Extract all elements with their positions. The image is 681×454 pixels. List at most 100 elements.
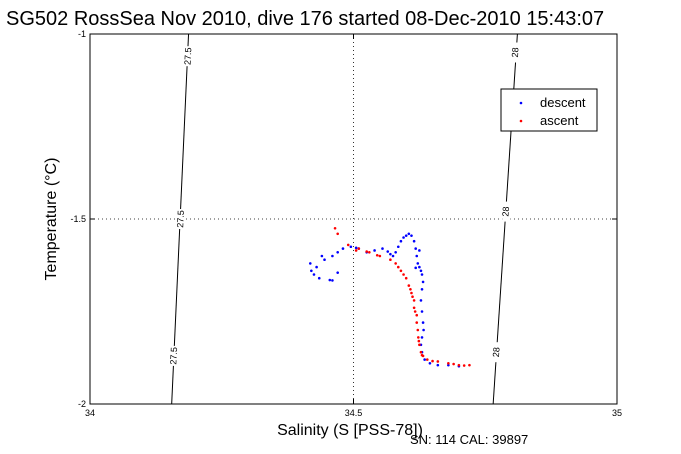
ascent-point-25 xyxy=(468,363,471,367)
contour-label-gap-0-2 xyxy=(170,345,179,366)
y-tick-label-neg2: -2 xyxy=(78,399,86,409)
contour-label-0-0: 27.5 xyxy=(183,47,194,65)
descent-point-10 xyxy=(381,247,384,250)
ascent-point-10 xyxy=(407,284,411,287)
y-tick-label-neg1-5: -1.5 xyxy=(70,214,86,224)
descent-point-46 xyxy=(308,262,312,265)
descent-point-15 xyxy=(399,239,403,243)
ascent-point-23 xyxy=(447,362,450,365)
descent-point-9 xyxy=(373,249,376,252)
descent-point-14 xyxy=(396,245,400,249)
descent-point-2 xyxy=(323,258,326,262)
ascent-point-6 xyxy=(389,258,392,262)
descent-point-47 xyxy=(320,254,324,258)
density-contours: 27.5 27.5 27.5 28 28 28 xyxy=(168,33,521,405)
descent-point-30 xyxy=(420,310,424,313)
legend: descent ascent xyxy=(500,88,598,132)
ascent-point-16 xyxy=(416,328,420,332)
descent-point-4 xyxy=(336,251,339,254)
ascent-point-5 xyxy=(378,254,382,258)
x-tick-label-34-5: 34.5 xyxy=(345,408,363,418)
chart-title: SG502 RossSea Nov 2010, dive 176 started… xyxy=(6,8,604,30)
descent-point-12 xyxy=(391,254,395,258)
axis-ticks xyxy=(89,33,618,405)
contour-label-gap-1-0 xyxy=(511,42,520,63)
descent-point-48 xyxy=(354,246,358,250)
ascent-point-24 xyxy=(457,363,461,367)
descent-point-13 xyxy=(394,251,397,254)
ascent-point-29 xyxy=(396,265,400,269)
ascent-point-8 xyxy=(399,269,403,273)
descent-point-24 xyxy=(418,265,421,269)
contour-label-gap-1-2 xyxy=(492,342,501,363)
descent-point-37 xyxy=(428,362,432,365)
legend-label-descent: descent xyxy=(540,95,586,110)
legend-marker-ascent xyxy=(519,119,523,123)
descent-point-17 xyxy=(404,234,408,237)
descent-point-38 xyxy=(436,363,440,367)
ascent-point-28 xyxy=(375,253,379,257)
descent-point-11 xyxy=(389,252,392,256)
ascent-point-11 xyxy=(410,291,413,295)
ascent-point-33 xyxy=(413,310,417,313)
descent-point-19 xyxy=(410,234,413,237)
descent-point-5 xyxy=(341,247,345,250)
descent-point-6 xyxy=(349,245,353,249)
ascent-point-36 xyxy=(431,359,434,363)
descent-point-41 xyxy=(312,273,316,276)
contour-label-gap-1-1 xyxy=(502,201,511,222)
ascent-point-1 xyxy=(336,232,339,236)
descent-point-0 xyxy=(310,269,313,273)
y-tick-label-neg1: -1 xyxy=(78,29,86,39)
descent-point-28 xyxy=(420,288,424,291)
descent-point-18 xyxy=(407,232,411,236)
contour-label-0-1: 27.5 xyxy=(175,210,186,228)
x-axis-label: Salinity (S [PSS-78]) xyxy=(277,422,423,439)
legend-label-ascent: ascent xyxy=(540,113,579,128)
serial-cal-text: SN: 114 CAL: 39897 xyxy=(410,432,528,447)
data-series xyxy=(308,226,471,368)
ascent-point-14 xyxy=(415,313,419,317)
ascent-point-18 xyxy=(418,343,421,347)
contour-label-gap-0-0 xyxy=(184,46,193,67)
ascent-point-13 xyxy=(412,306,416,310)
ascent-point-37 xyxy=(452,362,455,366)
x-tick-label-34: 34 xyxy=(85,408,95,418)
descent-point-29 xyxy=(419,299,423,302)
descent-point-49 xyxy=(386,250,390,253)
contour-label-1-1: 28 xyxy=(500,206,511,217)
ascent-point-0 xyxy=(333,226,337,230)
ascent-point-2 xyxy=(346,243,350,247)
descent-point-45 xyxy=(336,271,339,274)
descent-point-31 xyxy=(421,321,425,324)
descent-point-21 xyxy=(414,247,417,250)
descent-point-43 xyxy=(328,278,332,282)
descent-point-33 xyxy=(420,336,424,339)
ascent-point-32 xyxy=(411,295,414,299)
series-ascent xyxy=(333,226,471,367)
descent-point-50 xyxy=(414,266,417,270)
contour-label-gap-0-1 xyxy=(177,209,186,229)
contour-label-1-2: 28 xyxy=(491,347,502,358)
ascent-point-21 xyxy=(425,358,429,361)
ascent-point-22 xyxy=(436,360,440,363)
x-tick-label-35: 35 xyxy=(612,408,622,418)
ascent-point-30 xyxy=(402,273,405,276)
descent-point-42 xyxy=(317,276,321,280)
ascent-point-9 xyxy=(404,276,408,280)
grid-lines xyxy=(90,34,617,404)
descent-point-44 xyxy=(331,279,334,282)
y-axis-label: Temperature (°C) xyxy=(43,158,60,281)
ascent-point-35 xyxy=(420,353,424,357)
descent-point-3 xyxy=(331,254,334,258)
descent-point-32 xyxy=(422,328,425,332)
descent-point-51 xyxy=(418,249,421,252)
contour-label-0-2: 27.5 xyxy=(168,347,179,365)
ascent-point-26 xyxy=(354,249,358,252)
ascent-point-3 xyxy=(357,247,361,250)
descent-point-26 xyxy=(420,273,424,276)
ascent-point-4 xyxy=(368,251,371,254)
ascent-point-27 xyxy=(365,250,368,253)
descent-point-27 xyxy=(421,280,425,284)
ascent-point-17 xyxy=(417,336,420,339)
